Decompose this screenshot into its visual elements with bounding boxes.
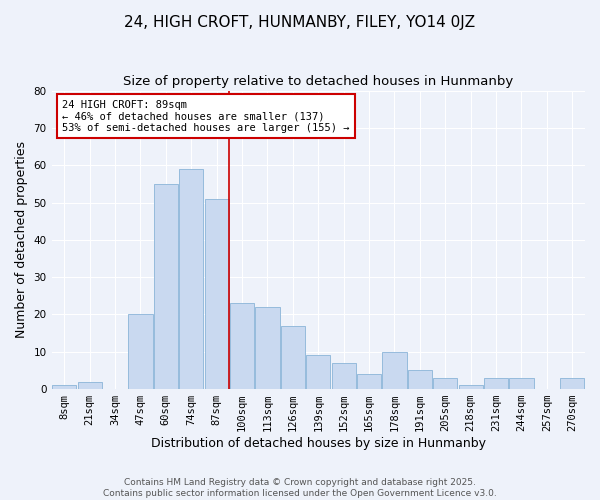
X-axis label: Distribution of detached houses by size in Hunmanby: Distribution of detached houses by size … (151, 437, 486, 450)
Bar (306, 356, 331, 389)
Bar (230, 304, 254, 389)
Bar (560, 378, 584, 389)
Bar (52, 386, 76, 389)
Bar (484, 378, 508, 389)
Bar (408, 370, 432, 389)
Bar (357, 374, 381, 389)
Bar (77, 382, 102, 389)
Bar (433, 378, 457, 389)
Text: 24 HIGH CROFT: 89sqm
← 46% of detached houses are smaller (137)
53% of semi-deta: 24 HIGH CROFT: 89sqm ← 46% of detached h… (62, 100, 350, 132)
Title: Size of property relative to detached houses in Hunmanby: Size of property relative to detached ho… (123, 75, 514, 88)
Bar (281, 326, 305, 389)
Bar (332, 363, 356, 389)
Text: 24, HIGH CROFT, HUNMANBY, FILEY, YO14 0JZ: 24, HIGH CROFT, HUNMANBY, FILEY, YO14 0J… (124, 15, 476, 30)
Bar (179, 169, 203, 389)
Bar (154, 184, 178, 389)
Bar (205, 199, 229, 389)
Bar (458, 386, 483, 389)
Bar (256, 307, 280, 389)
Bar (128, 314, 152, 389)
Bar (509, 378, 533, 389)
Bar (382, 352, 407, 389)
Text: Contains HM Land Registry data © Crown copyright and database right 2025.
Contai: Contains HM Land Registry data © Crown c… (103, 478, 497, 498)
Y-axis label: Number of detached properties: Number of detached properties (15, 142, 28, 338)
